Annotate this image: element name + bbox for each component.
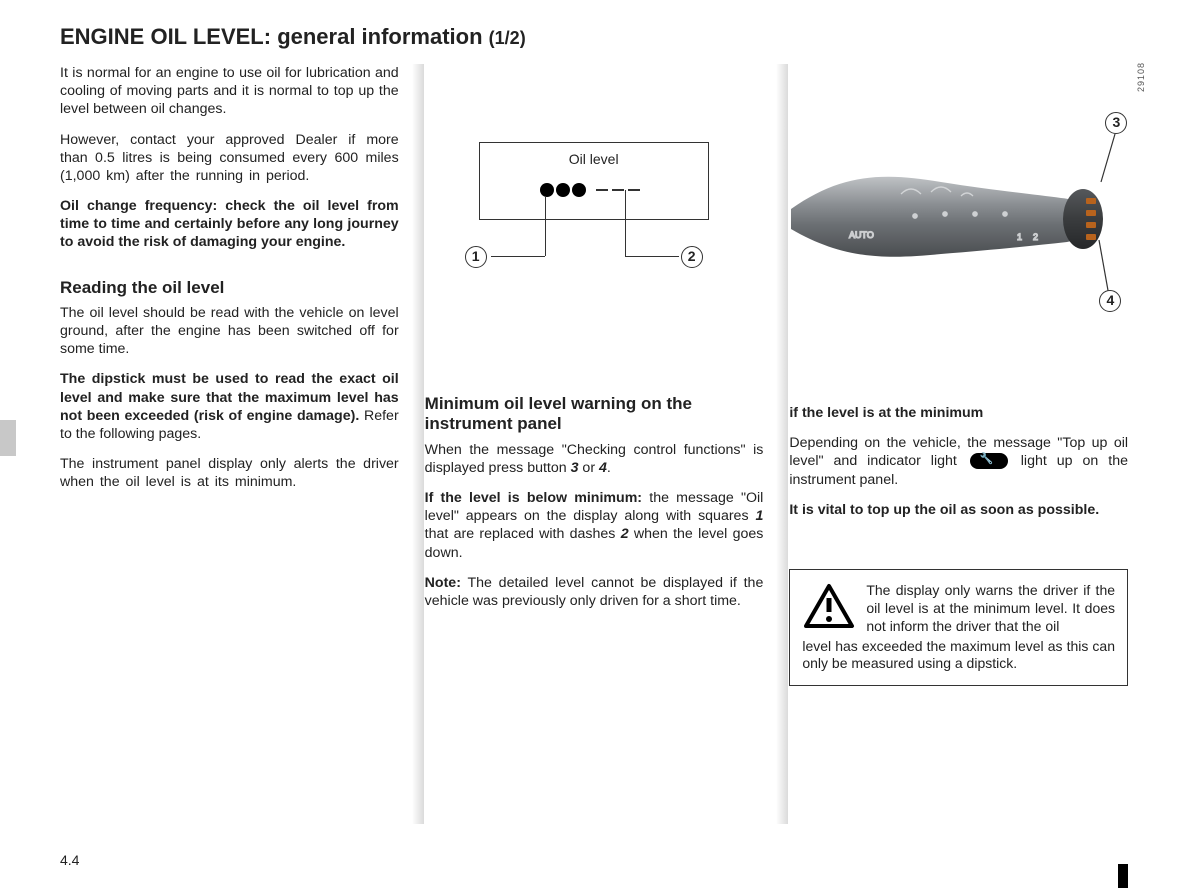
warning-text-continued: level has exceeded the maximum level as … <box>802 638 1115 674</box>
oil-dots-group <box>540 183 586 197</box>
col2-p2e: 2 <box>621 526 629 542</box>
col3-h1: if the level is at the minimum <box>789 404 1128 422</box>
leader-line <box>625 256 679 257</box>
col2-h1: Minimum oil level warning on the instrum… <box>425 394 764 435</box>
col2-p3a: Note: <box>425 575 461 591</box>
manual-page: ENGINE OIL LEVEL: general information (1… <box>0 0 1200 888</box>
oil-dash <box>628 189 640 191</box>
page-title: ENGINE OIL LEVEL: general information (1… <box>60 24 1128 50</box>
oil-dot <box>556 183 570 197</box>
col2-p2d: that are replaced with dashes <box>425 526 621 542</box>
content-columns: It is normal for an engine to use oil fo… <box>60 64 1128 824</box>
leader-lines <box>789 64 1129 324</box>
col3-p1: Depending on the vehicle, the message "T… <box>789 434 1128 489</box>
leader-line <box>545 196 546 256</box>
warning-text: The display only warns the driver if the… <box>866 582 1115 636</box>
callout-2: 2 <box>681 246 703 268</box>
column-divider <box>412 64 424 824</box>
col2-p3b: The detailed level cannot be displayed i… <box>425 575 764 609</box>
col1-p5: The dipstick must be used to read the ex… <box>60 370 399 443</box>
wrench-indicator-icon <box>970 453 1008 469</box>
oil-level-diagram: Oil level 1 <box>425 64 764 284</box>
column-1: It is normal for an engine to use oil fo… <box>60 64 399 824</box>
callout-1: 1 <box>465 246 487 268</box>
title-sub: general information <box>277 24 482 49</box>
leader-line <box>625 190 626 256</box>
title-main: ENGINE OIL LEVEL: <box>60 24 271 49</box>
corner-registration-mark <box>1118 864 1128 888</box>
col2-p2c: 1 <box>755 508 763 524</box>
side-tab-mark <box>0 420 16 456</box>
oil-dash <box>596 189 608 191</box>
col1-p3: Oil change frequency: check the oil leve… <box>60 197 399 252</box>
warning-box: The display only warns the driver if the… <box>789 569 1128 687</box>
oil-dot <box>572 183 586 197</box>
oil-dot <box>540 183 554 197</box>
col2-p1e: . <box>607 460 611 476</box>
col2-p2: If the level is below minimum: the messa… <box>425 489 764 562</box>
col2-p1d: 4 <box>599 460 607 476</box>
col1-p6: The instrument panel display only alerts… <box>60 455 399 491</box>
col2-p1c: or <box>578 460 599 476</box>
warning-triangle-icon <box>802 582 856 632</box>
col3-p2: It is vital to top up the oil as soon as… <box>789 501 1128 519</box>
oil-dash <box>612 189 624 191</box>
page-number: 4.4 <box>60 852 79 868</box>
column-3: 29108 <box>789 64 1128 824</box>
column-2: Oil level 1 <box>425 64 764 824</box>
col1-p2: However, contact your approved Dealer if… <box>60 131 399 186</box>
oil-dashes-group <box>596 189 640 191</box>
leader-line <box>491 256 545 257</box>
oil-box: Oil level <box>479 142 709 220</box>
col1-p4: The oil level should be read with the ve… <box>60 304 399 359</box>
oil-box-label: Oil level <box>480 151 708 169</box>
image-code: 29108 <box>1136 62 1148 92</box>
col1-p1: It is normal for an engine to use oil fo… <box>60 64 399 119</box>
col1-h1: Reading the oil level <box>60 278 399 298</box>
col1-p5a: The dipstick must be used to read the ex… <box>60 371 399 423</box>
col2-p3: Note: The detailed level cannot be displ… <box>425 574 764 610</box>
col2-p2a: If the level is below minimum: <box>425 490 650 506</box>
title-fraction: (1/2) <box>489 28 526 48</box>
stalk-image-area: 29108 <box>789 64 1128 324</box>
col2-p1: When the message "Checking control funct… <box>425 441 764 477</box>
